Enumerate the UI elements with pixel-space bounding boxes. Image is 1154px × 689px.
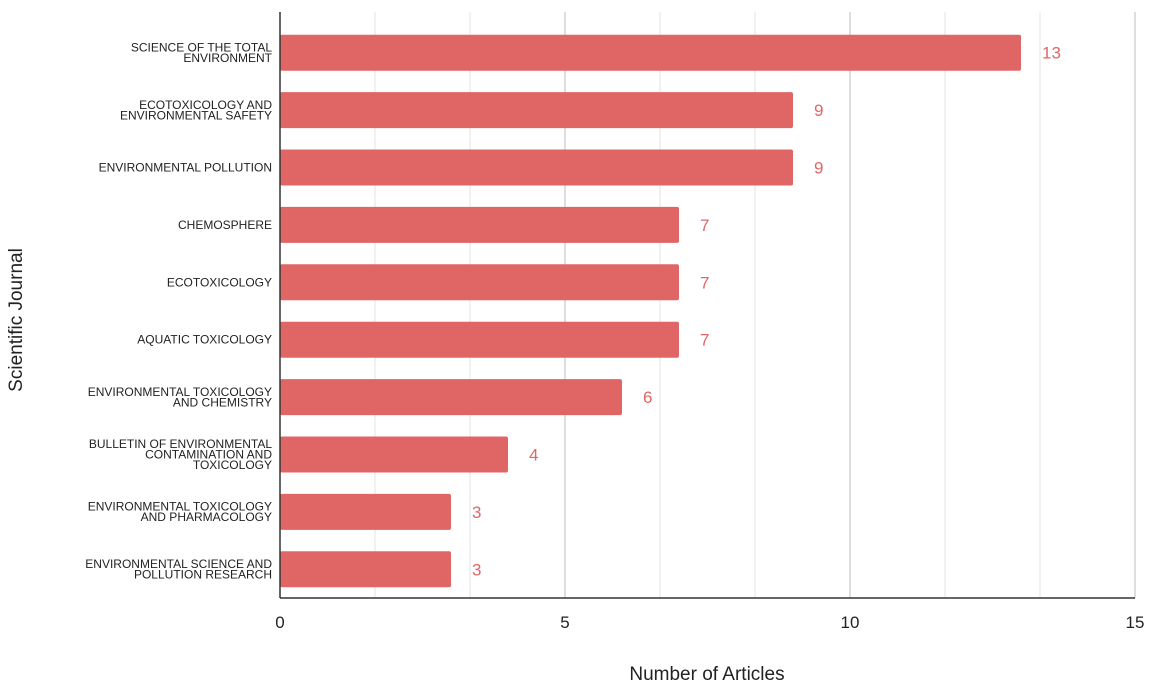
category-label-line: POLLUTION RESEARCH: [134, 568, 272, 582]
bar: [280, 264, 679, 301]
data-label: 3: [472, 503, 481, 522]
category-label-line: ENVIRONMENTAL POLLUTION: [99, 161, 272, 175]
bar: [280, 92, 793, 129]
labels: 0 5 10 15 13 SCIENCE OF THE TOTAL ENVIRONMENT 9…: [85, 40, 1144, 632]
category-label-line: ENVIRONMENTAL SAFETY: [120, 108, 272, 122]
data-label: 9: [814, 101, 823, 120]
category-label-line: CONTAMINATION AND: [145, 448, 272, 462]
bar: [280, 493, 451, 530]
data-label: 7: [700, 331, 709, 350]
category-label: ECOTOXICOLOGY AND ENVIRONMENTAL SAFETY: [120, 98, 272, 123]
category-label-line: BULLETIN OF ENVIRONMENTAL: [89, 437, 272, 451]
category-label: ENVIRONMENTAL TOXICOLOGY AND CHEMISTRY: [88, 385, 272, 410]
bar: [280, 321, 679, 358]
category-label-line: ENVIRONMENTAL SCIENCE AND: [85, 557, 272, 571]
category-label: ECOTOXICOLOGY: [167, 275, 272, 289]
bar: [280, 551, 451, 588]
bar: [280, 149, 793, 186]
category-label: ENVIRONMENTAL POLLUTION: [99, 161, 272, 175]
category-label-line: AND CHEMISTRY: [173, 395, 272, 409]
category-label-line: TOXICOLOGY: [193, 458, 272, 472]
bars: [280, 34, 1021, 588]
axes: [279, 12, 1135, 599]
x-tick-label: 15: [1126, 613, 1145, 632]
category-label-line: ENVIRONMENT: [183, 51, 272, 65]
category-label: AQUATIC TOXICOLOGY: [137, 333, 272, 347]
x-tick-label: 5: [560, 613, 569, 632]
data-label: 7: [700, 216, 709, 235]
x-tick-label: 10: [841, 613, 860, 632]
category-label: SCIENCE OF THE TOTAL ENVIRONMENT: [131, 40, 273, 64]
x-axis-title: Number of Articles: [629, 664, 784, 684]
category-label-line: AND PHARMACOLOGY: [141, 510, 272, 524]
data-label: 4: [529, 446, 538, 465]
bar: [280, 379, 622, 416]
category-label-line: SCIENCE OF THE TOTAL: [131, 40, 272, 54]
bar: [280, 436, 508, 473]
data-label: 7: [700, 273, 709, 292]
category-label: ENVIRONMENTAL SCIENCE AND POLLUTION RESEA…: [85, 557, 272, 582]
category-label: ENVIRONMENTAL TOXICOLOGY AND PHARMACOLOGY: [88, 500, 272, 525]
data-label: 3: [472, 560, 481, 579]
data-label: 6: [643, 388, 652, 407]
category-label-line: ENVIRONMENTAL TOXICOLOGY: [88, 385, 272, 399]
category-label-line: AQUATIC TOXICOLOGY: [137, 333, 272, 347]
data-label: 9: [814, 159, 823, 178]
y-axis-title: Scientific Journal: [6, 248, 27, 392]
data-label: 13: [1042, 44, 1061, 63]
category-label-line: ENVIRONMENTAL TOXICOLOGY: [88, 500, 272, 514]
category-label-line: ECOTOXICOLOGY AND: [139, 98, 272, 112]
category-label: BULLETIN OF ENVIRONMENTAL CONTAMINATION A…: [89, 437, 272, 472]
category-label-line: ECOTOXICOLOGY: [167, 275, 272, 289]
category-label-line: CHEMOSPHERE: [178, 218, 272, 232]
x-tick-label: 0: [275, 613, 284, 632]
bar: [280, 206, 679, 243]
category-label: CHEMOSPHERE: [178, 218, 272, 232]
bar: [280, 34, 1021, 71]
